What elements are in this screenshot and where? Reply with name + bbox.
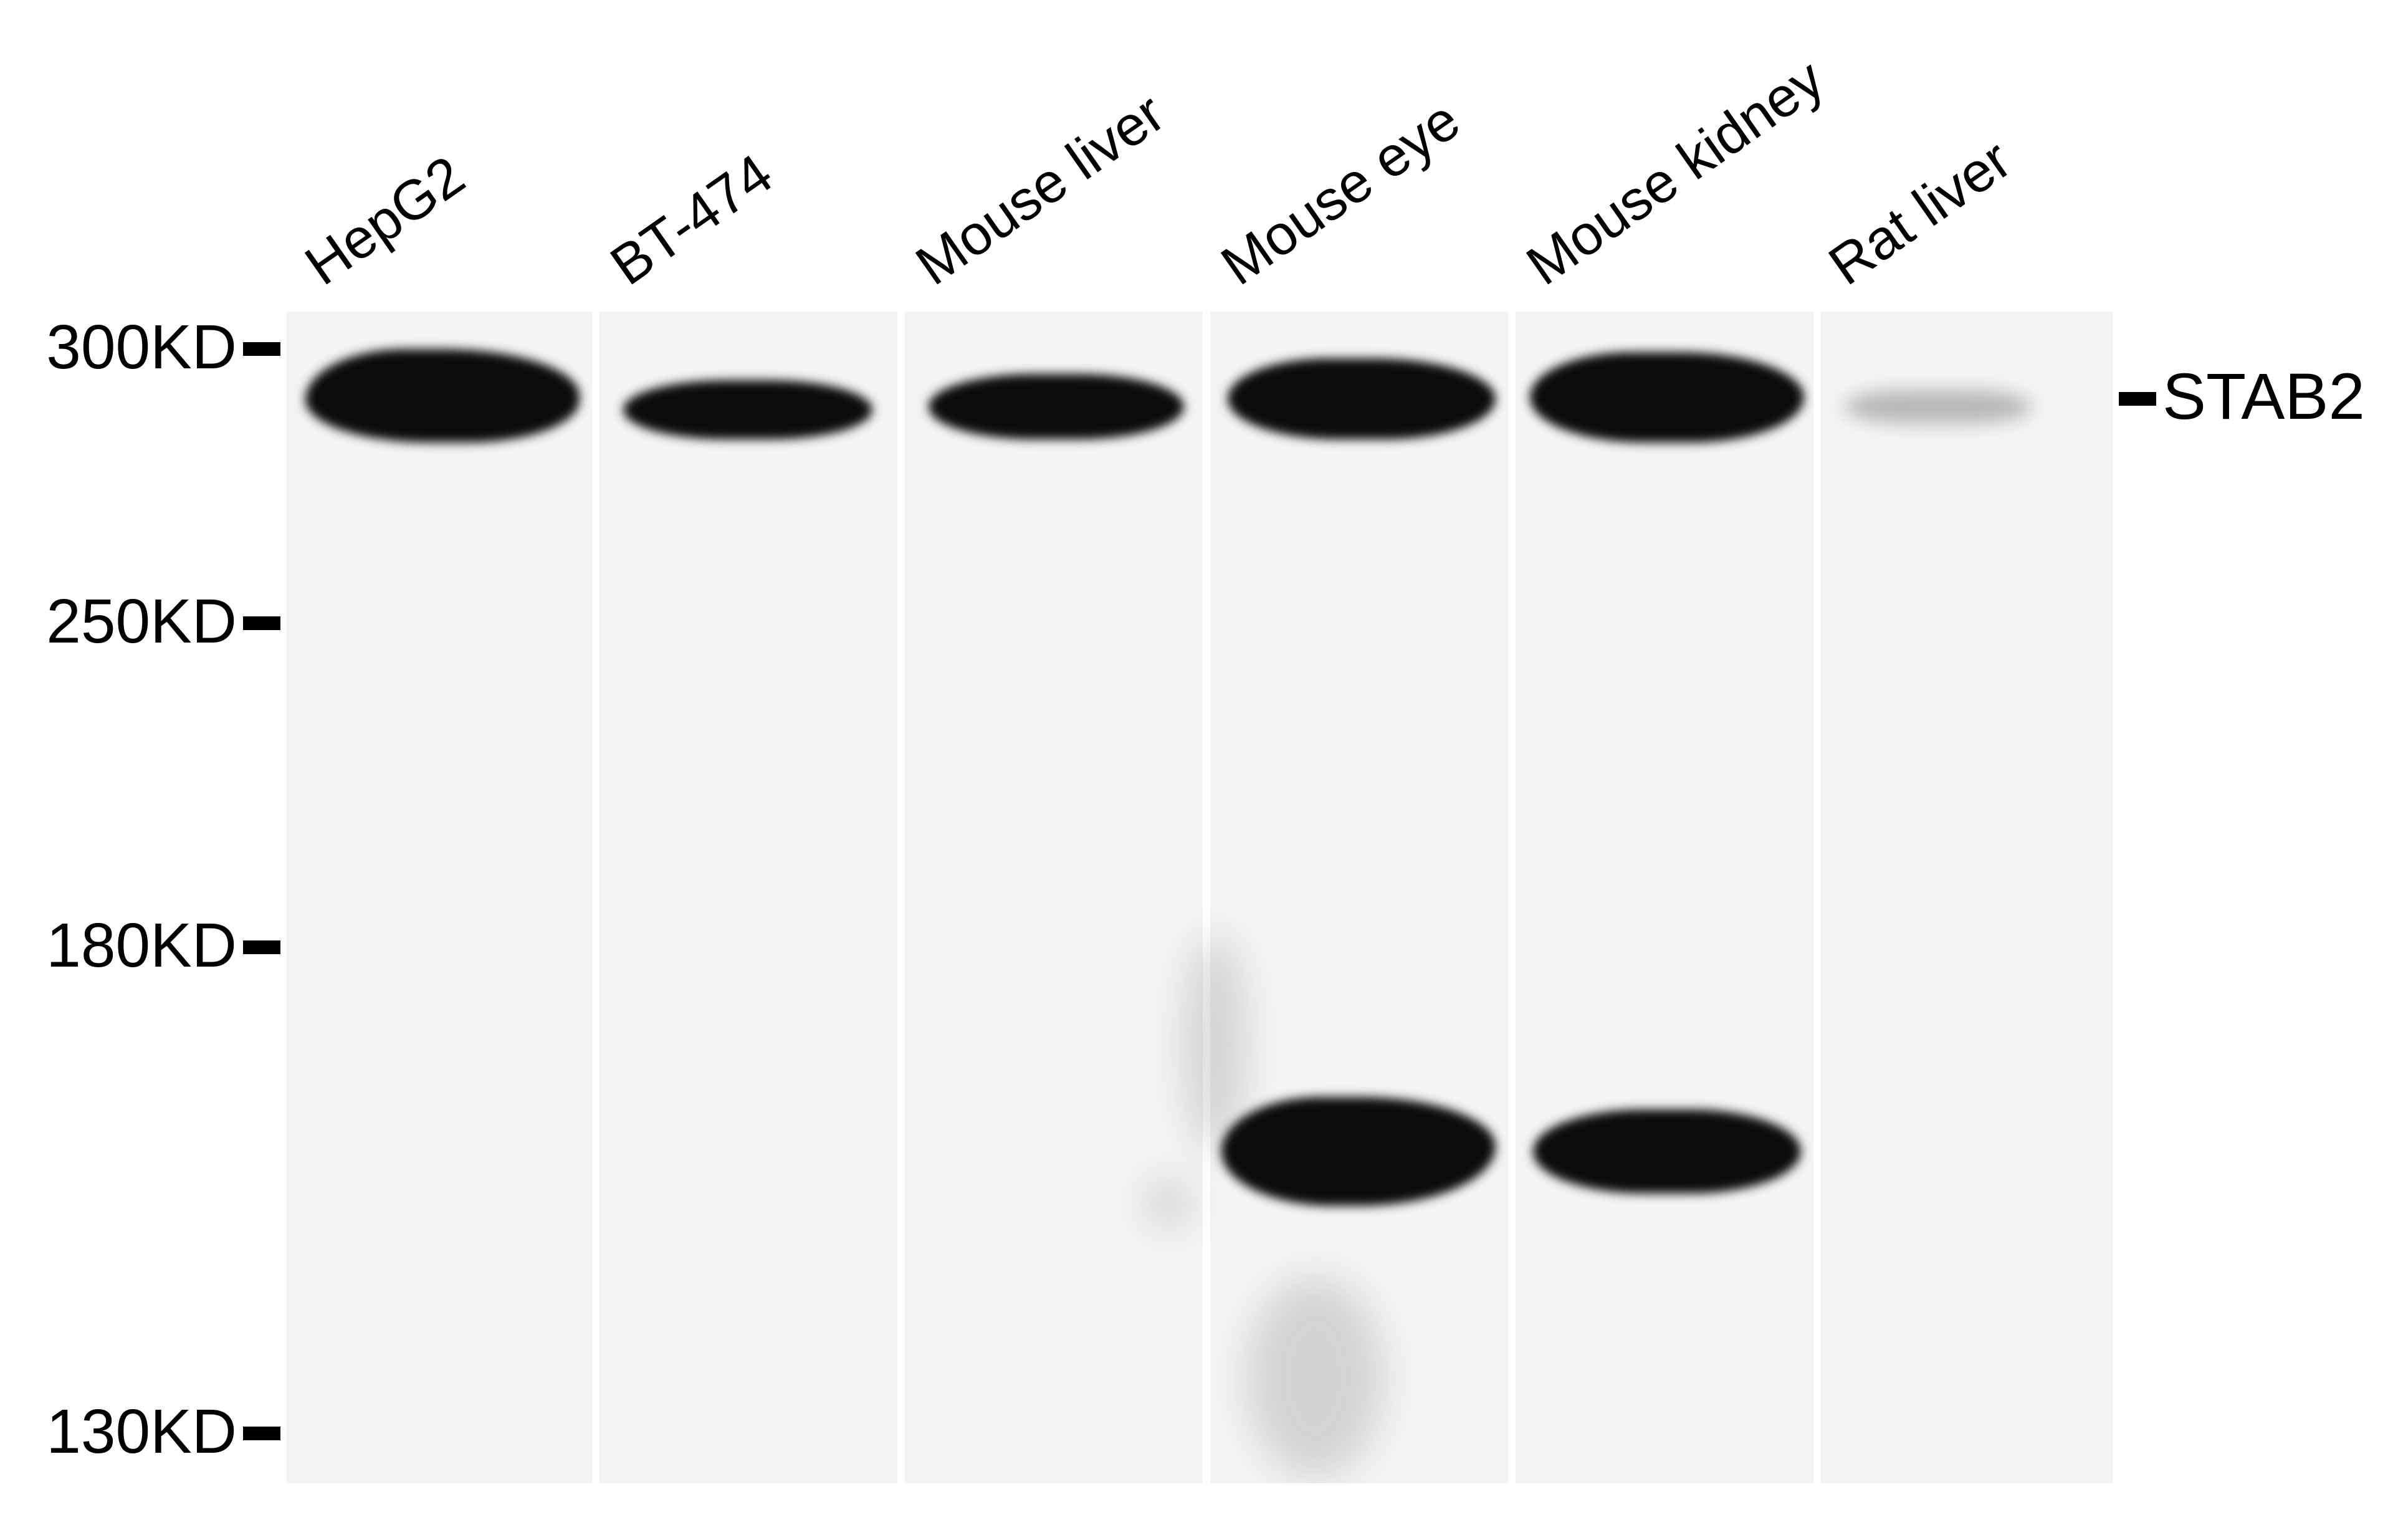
mw-marker-tick — [243, 940, 280, 954]
protein-band — [1845, 390, 2032, 424]
protein-band — [1533, 1109, 1801, 1193]
lane-label: HepG2 — [294, 144, 477, 299]
lane-divider — [1508, 312, 1516, 1483]
lane-label: BT-474 — [599, 142, 785, 299]
protein-band — [305, 349, 580, 442]
mw-marker-tick — [243, 342, 280, 356]
mw-marker-label: 250KD — [46, 586, 237, 658]
mw-marker-label: 180KD — [46, 910, 237, 982]
protein-band — [1530, 352, 1804, 442]
lane-label: Mouse kidney — [1516, 47, 1836, 299]
mw-marker-tick — [243, 1427, 280, 1440]
membrane-smudge — [1147, 1178, 1190, 1228]
protein-name-label: STAB2 — [2162, 360, 2365, 434]
lane-divider — [1203, 312, 1210, 1483]
mw-marker-label: 130KD — [46, 1396, 237, 1468]
lane-divider — [1813, 312, 1821, 1483]
lane-label: Rat liver — [1818, 128, 2023, 299]
membrane-smudge — [1246, 1278, 1383, 1477]
blot-membrane — [287, 312, 2113, 1483]
protein-band — [929, 374, 1184, 439]
lane-label: Mouse eye — [1210, 88, 1472, 299]
protein-band — [1228, 358, 1496, 439]
lane-label: Mouse liver — [905, 81, 1177, 298]
protein-band — [1221, 1097, 1496, 1206]
mw-marker-label: 300KD — [46, 312, 237, 383]
mw-marker-tick — [243, 616, 280, 630]
protein-label-tick — [2119, 392, 2156, 406]
membrane-noise — [287, 312, 2113, 1483]
protein-band — [623, 380, 872, 439]
figure-container: 300KD 250KD 180KD 130KD HepG2 BT-474 Mouse liv… — [0, 0, 2393, 1540]
lane-divider — [592, 312, 599, 1483]
membrane-smudge — [1184, 935, 1246, 1153]
lane-divider — [897, 312, 905, 1483]
